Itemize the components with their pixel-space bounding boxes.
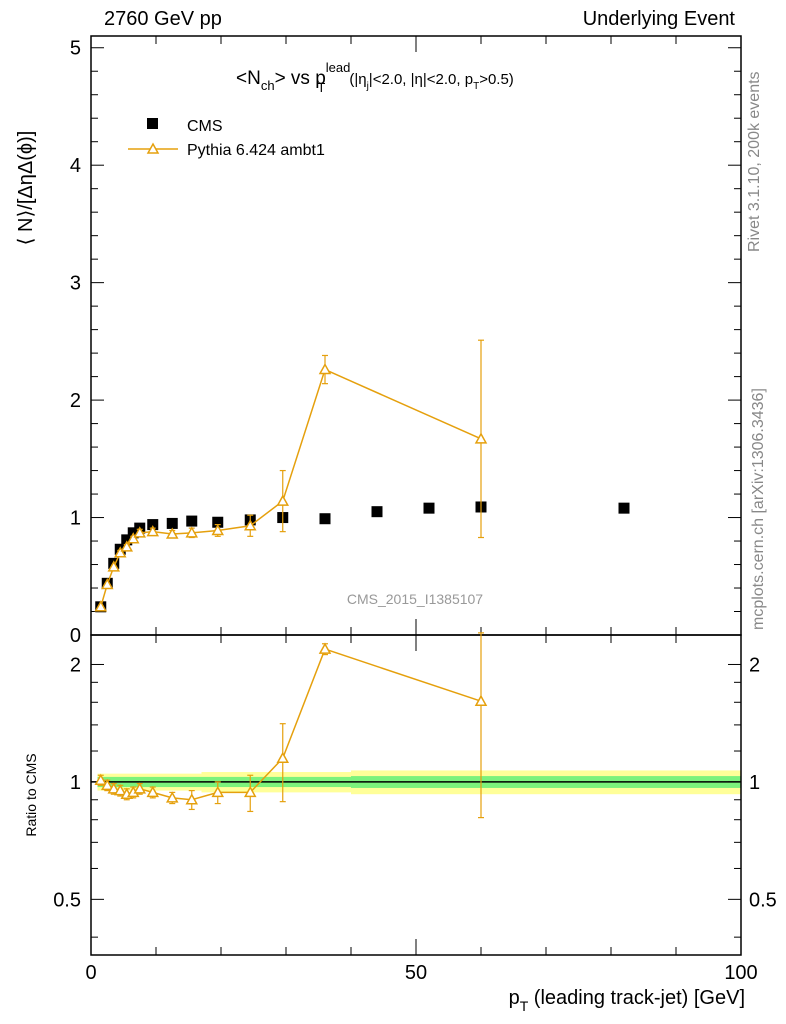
header-right: Underlying Event [582,8,735,30]
main-y-tick-label: 5 [70,38,81,60]
cms-point [166,517,178,529]
side-text-rivet: Rivet 3.1.10, 200k events [746,71,763,252]
legend-cms-marker [147,118,158,129]
legend-pythia-marker [146,142,160,154]
legend-cms-label: CMS [187,118,223,135]
pythia-point [185,526,199,538]
x-tick-label: 100 [724,962,757,984]
pythia-point [133,526,147,538]
cms-point [147,519,159,531]
main-y-tick-label: 3 [70,273,81,295]
pythia-ratio-point [146,785,160,798]
pythia-point [94,600,108,612]
pythia-ratio-point [100,778,114,791]
cms-point [618,502,630,514]
pythia-point [120,540,134,552]
pythia-point [146,525,160,537]
pythia-ratio-point [318,642,332,654]
ratio-y-axis-label: Ratio to CMS [23,753,39,836]
pythia-point [126,532,140,544]
main-y-tick-label: 2 [70,390,81,412]
pythia-line [100,368,482,608]
main-title: <Nch> vs plead T (|ηj|<2.0, |η|<2.0, pT>0.… [236,60,514,95]
pythia-point [318,363,332,375]
pythia-ratio-point [185,793,199,805]
cms-point [212,516,224,528]
pythia-point [243,519,257,531]
x-tick-label: 0 [85,962,96,984]
pythia-ratio-point [211,785,225,798]
legend: CMS Pythia 6.424 ambt1 [128,118,325,159]
legend-pythia-label: Pythia 6.424 ambt1 [187,142,325,159]
pythia-ratio-point [133,782,147,794]
main-plot: 0 1 2 3 4 5 [70,35,742,647]
main-y-tick-label: 4 [70,155,81,177]
pythia-point [165,527,179,539]
pythia-ratio-point [94,773,108,785]
ratio-plot: 0 50 100 0.5 0.5 1 1 2 2 [53,632,777,984]
main-y-tick-label: 1 [70,508,81,530]
ratio-y-tick-label: 1 [70,772,81,794]
cms-point [121,534,133,546]
pythia-ratio-point [107,782,121,794]
pythia-ratio-point [474,694,488,706]
pythia-ratio-point [113,784,127,796]
header-left: 2760 GeV pp [104,8,222,30]
pythia-point [211,523,225,536]
side-text-mcplots: mcplots.cern.ch [arXiv:1306.3436] [750,388,767,630]
pythia-point [100,577,114,590]
cms-point [423,502,435,514]
main-y-axis-label: ⟨ N⟩/[ΔηΔ(ϕ)] [15,131,37,246]
pythia-ratio-point [276,751,290,763]
pythia-point [276,494,290,506]
pythia-point [113,546,127,558]
ratio-y-tick-label: 2 [70,654,81,676]
ratio-y-tick-label: 0.5 [53,889,81,911]
cms-point [186,515,198,527]
ratio-y-tick-label-right: 1 [749,772,760,794]
cms-point [371,506,383,518]
pythia-point [107,560,121,572]
x-tick-label: 50 [405,962,427,984]
cms-point [319,513,331,525]
pythia-point [474,432,488,444]
pythia-ratio-point [165,791,179,803]
ratio-y-tick-label-right: 0.5 [749,889,777,911]
x-axis-label: pT (leading track-jet) [GeV] [509,987,745,1014]
ratio-plot-frame [90,634,742,956]
ratio-y-tick-label-right: 2 [749,654,760,676]
main-y-tick-label: 0 [70,625,81,647]
watermark: CMS_2015_I1385107 [347,591,483,607]
pythia-ratio-point [243,785,257,798]
